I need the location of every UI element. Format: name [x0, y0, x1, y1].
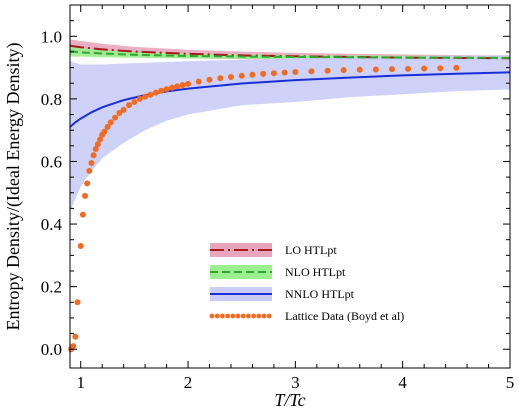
data-point	[70, 343, 77, 350]
data-point	[195, 78, 202, 85]
data-point	[185, 80, 192, 87]
data-point	[72, 333, 79, 340]
series-line-1	[69, 50, 511, 59]
x-tick-label: 3	[291, 373, 300, 392]
data-point	[168, 84, 175, 91]
x-tick-label: 4	[398, 373, 407, 392]
legend-swatch-dot	[209, 313, 215, 319]
legend-swatch-dot	[261, 313, 267, 319]
data-point	[388, 66, 395, 73]
data-point	[356, 66, 363, 73]
y-tick-label: 0.6	[41, 152, 62, 171]
legend-label: LO HTLpt	[285, 243, 337, 257]
legend-swatch-dot	[235, 313, 241, 319]
x-axis-title: T/Tc	[274, 390, 305, 410]
series-line-0	[69, 44, 511, 60]
legend-swatch-dot	[266, 313, 272, 319]
legend: LO HTLpt NLO HTLpt NNLO HTLpt Lattice Data …	[209, 243, 404, 323]
y-tick-label: 1.0	[41, 27, 62, 46]
legend-label: Lattice Data (Boyd et al)	[285, 309, 404, 323]
data-point	[437, 65, 444, 72]
y-tick-label: 0.4	[41, 215, 63, 234]
legend-swatch-dot	[256, 313, 262, 319]
x-tick-label: 5	[506, 373, 515, 392]
data-point	[421, 65, 428, 72]
data-point	[281, 69, 288, 76]
data-point	[112, 114, 119, 121]
data-point	[90, 152, 97, 159]
data-point	[147, 91, 154, 98]
data-point	[163, 86, 170, 93]
legend-swatch-dot	[230, 313, 236, 319]
data-point	[238, 72, 245, 79]
y-tick-label: 0.8	[41, 90, 62, 109]
data-point	[92, 145, 99, 152]
data-point	[82, 192, 89, 199]
data-point	[107, 119, 114, 126]
data-point	[308, 68, 315, 75]
legend-label: NNLO HTLpt	[285, 287, 355, 301]
axis-ticks: 1 2 3 4 5 0.0 0.2 0.4 0.6 0.8 1.0	[41, 5, 515, 392]
data-point	[136, 95, 143, 102]
data-point	[340, 67, 347, 74]
data-point	[97, 136, 104, 143]
data-point	[94, 141, 101, 148]
x-tick-label: 1	[76, 373, 85, 392]
band-series-2	[70, 55, 510, 212]
legend-swatch-dot	[220, 313, 225, 319]
data-point	[217, 75, 224, 82]
data-point	[86, 167, 93, 174]
plot-frame	[69, 4, 511, 369]
data-point	[227, 73, 234, 80]
data-point	[152, 89, 159, 96]
y-tick-label: 0.2	[41, 278, 62, 297]
data-point	[84, 180, 91, 187]
data-point	[260, 70, 267, 77]
data-point	[142, 93, 149, 100]
data-point	[292, 68, 299, 75]
data-point	[174, 83, 181, 90]
x-tick-label: 2	[184, 373, 193, 392]
legend-swatch-dot	[251, 313, 256, 319]
data-point	[206, 76, 213, 83]
legend-swatch-dot	[246, 313, 251, 319]
legend-label: NLO HTLpt	[285, 265, 346, 279]
data-point	[179, 82, 186, 89]
data-point	[79, 211, 86, 218]
data-point	[101, 128, 108, 135]
y-tick-label: 0.0	[41, 340, 62, 359]
data-point	[270, 70, 277, 77]
legend-swatch-dot	[240, 313, 246, 319]
data-point	[88, 160, 95, 167]
data-point	[126, 102, 133, 109]
data-point	[249, 71, 256, 78]
y-axis-title: Entropy Density/(Ideal Energy Density)	[3, 42, 24, 330]
data-point	[372, 66, 379, 73]
lattice-points	[68, 64, 460, 353]
data-point	[324, 67, 331, 74]
data-point	[77, 242, 84, 249]
data-point	[116, 109, 123, 116]
data-point	[120, 106, 127, 113]
data-point	[74, 299, 81, 306]
data-point	[405, 65, 412, 72]
data-point	[453, 64, 460, 71]
data-point	[131, 99, 138, 106]
data-point	[104, 124, 111, 131]
legend-swatch-dot	[214, 313, 220, 319]
legend-swatch-dot	[225, 313, 231, 319]
data-point	[158, 87, 165, 94]
